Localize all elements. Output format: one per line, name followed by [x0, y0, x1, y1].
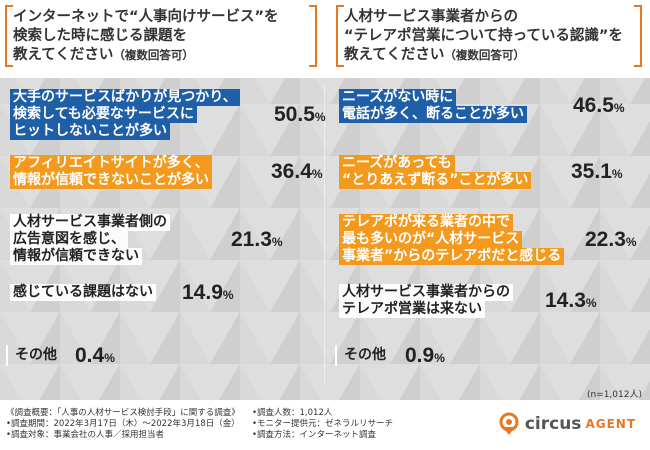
chart-left: 大手のサービスばかりが見つかり、 検索しても必要なサービスに ヒットしないことが多い…	[6, 87, 326, 387]
bar-value: 36.4%	[271, 160, 323, 184]
bar-label-line: ニーズがあっても	[339, 155, 455, 172]
circus-location-pin-icon	[499, 412, 519, 435]
bar-value: 14.3%	[545, 289, 597, 313]
bar-label-line: アフィリエイトサイトが多く、	[10, 155, 212, 172]
bar-value-unit: %	[625, 234, 637, 249]
bar-label-line: 情報が信頼できないことが多い	[10, 172, 212, 189]
bar-value-number: 36.4	[271, 160, 312, 183]
bar-label-line: 検索しても必要なサービスに	[10, 106, 197, 123]
bracket-left-q2	[336, 5, 344, 67]
footer-survey-count: •調査人数：1,012人	[252, 408, 333, 418]
bracket-left-q1	[5, 5, 13, 67]
bar-label-line: テレアポ営業は来ない	[339, 301, 485, 318]
bar-label-line: ニーズがない時に	[339, 89, 457, 106]
bar-label-line: 人材サービス事業者からの	[339, 284, 513, 301]
footer-survey-period: •調査期間：2022年3月17日（木）〜2022年3月18日（金）	[6, 419, 240, 429]
bar-value: 21.3%	[231, 228, 283, 252]
header: インターネットで“人事向けサービス”を 検索した時に感じる課題を 教えてください…	[0, 0, 650, 78]
bar-value: 0.9%	[405, 344, 445, 368]
footer-survey-method: •調査方法：インターネット調査	[252, 430, 377, 440]
circus-agent-logo: circus AGENT	[497, 412, 636, 436]
bar-value-number: 0.4	[75, 343, 105, 367]
bar-value-unit: %	[585, 296, 597, 310]
bar-label-line: 大手のサービスばかりが見つかり、	[10, 89, 240, 106]
bar-value-unit: %	[613, 101, 625, 115]
bar-value-unit: %	[611, 167, 623, 181]
logo-suffix-text: AGENT	[585, 416, 636, 431]
bar-value: 35.1%	[571, 160, 623, 184]
bar-value: 46.5%	[573, 94, 625, 118]
bar-label-line: 電話が多く、断ることが多い	[339, 106, 527, 123]
bar-label-line: 広告意図を感じ、	[10, 231, 128, 248]
footer-survey-title: 《調査概要：「人事の人材サービス検討手段」に関する調査》	[6, 408, 240, 418]
bar-value-number: 21.3	[231, 227, 272, 251]
question-left-line2: 検索した時に感じる課題を	[13, 28, 187, 44]
bar-value-unit: %	[271, 234, 283, 249]
bar-value-number: 14.9	[182, 280, 223, 304]
bar-label: 感じている課題はない	[6, 282, 160, 303]
question-right-title: 人材サービス事業者からの “テレアポ営業について持っている認識”を 教えてくださ…	[336, 8, 641, 65]
bracket-right-q2	[634, 5, 642, 67]
bar-label: 人材サービス事業者からの テレアポ営業は来ない	[335, 282, 517, 320]
question-right-line1: 人材サービス事業者からの	[344, 9, 518, 25]
bar-value-unit: %	[311, 167, 323, 181]
bar-label-line: その他	[344, 347, 386, 363]
logo-brand-text: circus	[524, 413, 582, 434]
bar-label: アフィリエイトサイトが多く、 情報が信頼できないことが多い	[6, 153, 216, 191]
bar-label: 人材サービス事業者側の 広告意図を感じ、 情報が信頼できない	[6, 212, 174, 267]
question-right-line3: 教えてください	[344, 47, 445, 63]
sample-size: (n=1,012人)	[586, 390, 642, 400]
question-left-sub: （複数回答可）	[113, 48, 194, 62]
footer: 《調査概要：「人事の人材サービス検討手段」に関する調査》 •調査期間：2022年…	[0, 400, 650, 450]
bar-label-line: その他	[15, 347, 57, 363]
bar-value-number: 14.3	[545, 289, 586, 312]
panel-divider	[324, 85, 325, 385]
bar-label: ニーズがあっても “とりあえず断る”ことが多い	[335, 153, 535, 191]
bar-label: その他	[6, 345, 64, 366]
bar-label: テレアポが来る業者の中で 最も多いのが“人材サービス 事業者”からのテレアポだと感じ…	[335, 212, 568, 267]
question-left-line3: 教えてください	[13, 47, 114, 63]
footer-col-1: 《調査概要：「人事の人材サービス検討手段」に関する調査》 •調査期間：2022年…	[6, 408, 240, 441]
bar-label-line: “とりあえず断る”ことが多い	[339, 172, 532, 189]
bar-label-line: 情報が信頼できない	[10, 248, 142, 265]
bar-label: 大手のサービスばかりが見つかり、 検索しても必要なサービスに ヒットしないことが多い	[6, 87, 244, 142]
bar-label-line: 最も多いのが“人材サービス	[339, 231, 523, 248]
question-right-line2: “テレアポ営業について持っている認識”を	[344, 28, 623, 44]
chart-right: ニーズがない時に 電話が多く、断ることが多い 46.5% ニーズがあっても “とりあえず…	[335, 87, 647, 387]
bar-value-unit: %	[434, 350, 445, 365]
bar-value: 0.4%	[75, 344, 115, 368]
bar-value-unit: %	[222, 287, 234, 302]
bar-value-number: 35.1	[571, 160, 612, 183]
footer-col-2: •調査人数：1,012人 •モニター提供元：ゼネラルリサーチ •調査方法：インタ…	[252, 408, 393, 441]
question-left-line1: インターネットで“人事向けサービス”を	[13, 9, 279, 25]
bar-label-line: 感じている課題はない	[10, 284, 156, 301]
bar-label-line: テレアポが来る業者の中で	[339, 214, 513, 231]
bar-label-line: 事業者”からのテレアポだと感じる	[339, 248, 565, 265]
bar-value: 22.3%	[585, 228, 637, 252]
bar-value-unit: %	[104, 350, 115, 365]
bar-value-unit: %	[314, 109, 326, 124]
footer-survey-provider: •モニター提供元：ゼネラルリサーチ	[252, 419, 394, 429]
bar-value: 14.9%	[182, 281, 234, 305]
bar-value-number: 0.9	[405, 343, 435, 367]
question-left-title: インターネットで“人事向けサービス”を 検索した時に感じる課題を 教えてください…	[5, 8, 317, 65]
bar-label-line: 人材サービス事業者側の	[10, 214, 170, 231]
bar-value-number: 22.3	[585, 227, 626, 251]
bar-value: 50.5%	[274, 103, 326, 127]
bar-label: ニーズがない時に 電話が多く、断ることが多い	[335, 87, 531, 125]
bar-value-number: 50.5	[274, 102, 315, 126]
bar-label: その他	[335, 345, 393, 366]
question-right-sub: （複数回答可）	[444, 48, 525, 62]
bracket-right-q1	[309, 5, 317, 67]
bar-value-number: 46.5	[573, 94, 614, 117]
bar-label-line: ヒットしないことが多い	[10, 123, 170, 140]
footer-survey-target: •調査対象：事業会社の人事／採用担当者	[6, 430, 165, 440]
